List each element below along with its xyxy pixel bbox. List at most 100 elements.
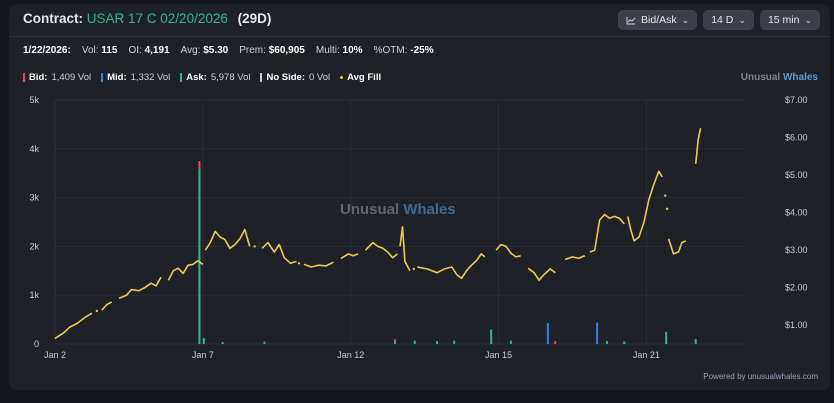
avg-fill-segment xyxy=(694,128,702,164)
avg-fill-segment xyxy=(417,253,486,280)
volume-bars xyxy=(198,161,697,344)
right-axis-tick-label: $1.00 xyxy=(785,320,808,330)
avg-fill-segment xyxy=(626,170,663,242)
x-axis-tick-label: Jan 15 xyxy=(485,350,512,360)
chevron-down-icon: ⌄ xyxy=(738,14,746,25)
legend-avg-fill[interactable]: Avg Fill xyxy=(340,72,381,83)
avg-fill-point xyxy=(297,262,301,265)
x-axis-tick-label: Jan 2 xyxy=(44,350,66,360)
right-axis-tick-label: $2.00 xyxy=(785,283,808,293)
volume-bar-ask xyxy=(453,340,456,344)
volume-bar-mid xyxy=(546,323,549,344)
stats-date: 1/22/2026: xyxy=(23,45,71,56)
avg-fill-segment xyxy=(204,228,251,251)
avg-fill-point xyxy=(665,207,669,211)
brand-logo: Unusual Whales xyxy=(740,72,818,83)
stat-open-interest: OI: 4,191 xyxy=(128,45,170,56)
range-dropdown[interactable]: 14 D ⌄ xyxy=(703,10,754,30)
stat-otm: %OTM: -25% xyxy=(373,45,434,56)
chevron-down-icon: ⌄ xyxy=(804,14,812,25)
avg-fill-segment xyxy=(118,276,162,299)
left-axis-tick-label: 5k xyxy=(29,95,39,105)
volume-avg-fill-chart: Unusual Whales 0 1k 2k 3k 4k 5k $1.00 $2.00 $3.00… xyxy=(29,95,807,360)
volume-bar-ask xyxy=(623,341,626,344)
x-axis-tick-label: Jan 12 xyxy=(337,350,364,360)
avg-fill-segment xyxy=(667,238,687,255)
x-axis-tick-label: Jan 21 xyxy=(633,350,660,360)
side-filter-label: Bid/Ask xyxy=(641,14,677,26)
volume-bar-ask xyxy=(413,340,416,344)
no-side-swatch xyxy=(260,73,263,82)
avg-fill-segment xyxy=(101,301,113,311)
chart-axes: 0 1k 2k 3k 4k 5k $1.00 $2.00 $3.00 $4.00 $5.00 $6.0… xyxy=(29,95,807,360)
chart-legend: Bid: 1,409 Vol Mid: 1,332 Vol Ask: 5,978 Vo… xyxy=(23,72,381,83)
contract-title: Contract: USAR 17 C 02/20/2026 (29D) xyxy=(23,11,271,26)
days-to-expiry: (29D) xyxy=(237,11,272,26)
ask-swatch xyxy=(180,73,183,82)
chart-gridlines xyxy=(54,99,745,345)
left-axis-tick-label: 2k xyxy=(29,241,39,251)
avg-fill-segment xyxy=(54,312,93,340)
right-axis-tick-label: $4.00 xyxy=(785,208,808,218)
avg-fill-swatch xyxy=(340,76,344,79)
legend-ask[interactable]: Ask: 5,978 Vol xyxy=(180,72,250,83)
interval-label: 15 min xyxy=(767,14,800,26)
contract-chart-card: Contract: USAR 17 C 02/20/2026 (29D) Bid… xyxy=(9,4,830,390)
legend-mid[interactable]: Mid: 1,332 Vol xyxy=(101,72,170,83)
avg-fill-segment xyxy=(364,241,398,259)
volume-bar-ask xyxy=(435,341,438,344)
volume-bar-bid xyxy=(394,339,397,342)
avg-fill-point xyxy=(95,309,99,313)
avg-fill-segment xyxy=(167,259,204,281)
chart-controls: Bid/Ask ⌄ 14 D ⌄ 15 min ⌄ xyxy=(618,10,820,30)
stat-average: Avg: $5.30 xyxy=(180,45,229,56)
left-axis-tick-label: 1k xyxy=(29,290,39,300)
avg-fill-segment xyxy=(261,241,297,265)
chart-watermark: Unusual Whales xyxy=(340,201,456,218)
interval-dropdown[interactable]: 15 min ⌄ xyxy=(759,10,820,30)
avg-fill-segment xyxy=(399,226,411,272)
avg-fill-segment xyxy=(303,261,334,268)
right-axis-tick-label: $7.00 xyxy=(785,95,808,105)
volume-bar-ask xyxy=(606,341,608,344)
header-divider xyxy=(9,36,830,37)
contract-label: Contract: xyxy=(23,11,83,26)
avg-fill-segment xyxy=(527,267,556,282)
stat-multi: Multi: 10% xyxy=(315,45,363,56)
legend-bid[interactable]: Bid: 1,409 Vol xyxy=(23,72,91,83)
right-axis-tick-label: $5.00 xyxy=(785,170,808,180)
volume-bar-bid xyxy=(554,341,557,344)
avg-fill-line xyxy=(54,128,702,340)
volume-bar-mid xyxy=(596,322,599,344)
right-axis-tick-label: $3.00 xyxy=(785,245,808,255)
side-filter-dropdown[interactable]: Bid/Ask ⌄ xyxy=(618,10,698,30)
volume-bar-ask xyxy=(490,329,493,344)
volume-bar-ask xyxy=(221,342,224,344)
powered-by[interactable]: Powered by unusualwhales.com xyxy=(703,372,818,381)
avg-fill-point xyxy=(412,267,415,271)
legend-no-side[interactable]: No Side: 0 Vol xyxy=(260,72,330,83)
left-axis-tick-label: 4k xyxy=(29,144,39,154)
avg-fill-segment xyxy=(340,253,359,260)
mid-swatch xyxy=(101,73,104,82)
avg-fill-segment xyxy=(564,255,586,261)
volume-bar-ask xyxy=(202,338,205,344)
avg-fill-segment xyxy=(589,213,625,253)
volume-bar-ask xyxy=(198,168,201,344)
chevron-down-icon: ⌄ xyxy=(681,14,690,25)
avg-fill-point xyxy=(253,245,256,248)
right-axis-tick-label: $6.00 xyxy=(785,133,808,143)
volume-bar-ask xyxy=(394,341,397,344)
chart-line-icon xyxy=(626,16,636,24)
avg-fill-point xyxy=(663,194,667,197)
volume-bar-ask xyxy=(694,339,697,344)
volume-bar-ask xyxy=(665,331,668,344)
avg-fill-segment xyxy=(495,243,521,258)
left-axis-tick-label: 0 xyxy=(34,339,39,349)
contract-symbol[interactable]: USAR 17 C 02/20/2026 xyxy=(86,11,228,26)
volume-bar-ask xyxy=(509,340,512,344)
volume-bar-ask xyxy=(263,341,266,344)
bid-swatch xyxy=(23,73,25,82)
x-axis-tick-label: Jan 7 xyxy=(192,350,214,360)
stat-volume: Vol: 115 xyxy=(81,45,118,56)
